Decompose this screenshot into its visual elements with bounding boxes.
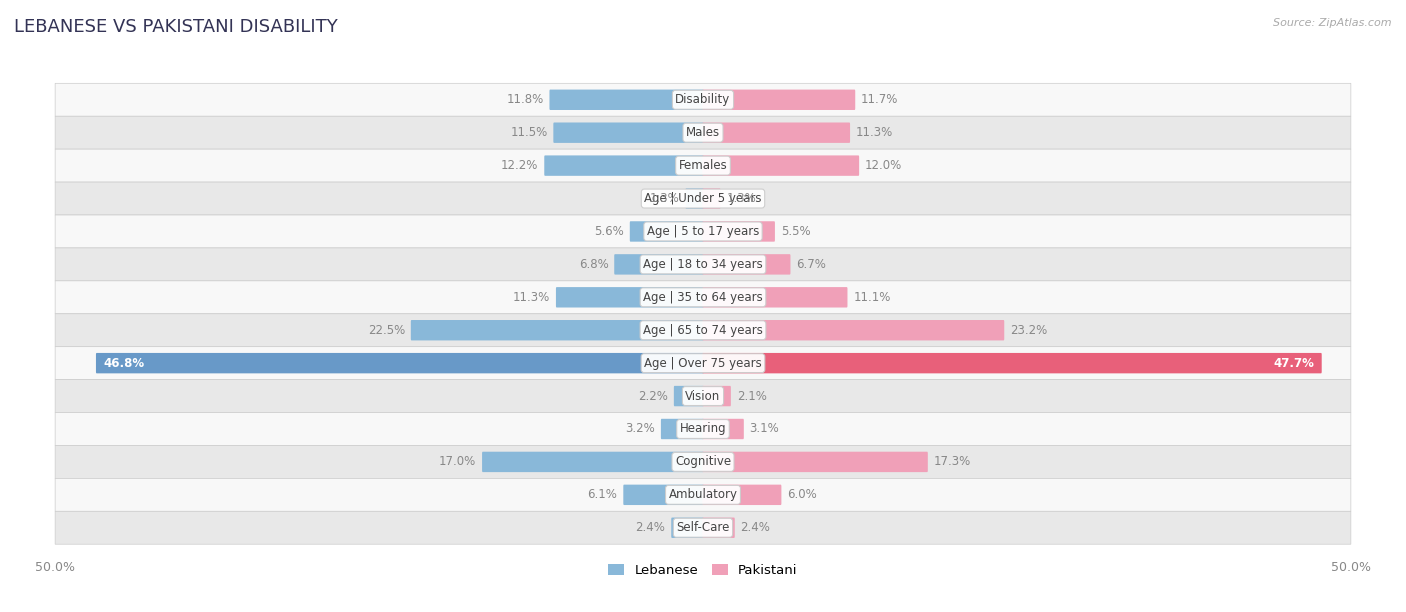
FancyBboxPatch shape [55,446,1351,479]
FancyBboxPatch shape [673,386,703,406]
FancyBboxPatch shape [555,287,703,307]
FancyBboxPatch shape [55,379,1351,412]
Text: 1.3%: 1.3% [727,192,756,205]
Legend: Lebanese, Pakistani: Lebanese, Pakistani [603,558,803,583]
FancyBboxPatch shape [703,222,775,242]
Text: 11.3%: 11.3% [513,291,550,304]
Text: 3.2%: 3.2% [626,422,655,436]
Text: 11.3%: 11.3% [856,126,893,139]
FancyBboxPatch shape [703,155,859,176]
FancyBboxPatch shape [671,518,703,538]
Text: Hearing: Hearing [679,422,727,436]
Text: Age | 35 to 64 years: Age | 35 to 64 years [643,291,763,304]
FancyBboxPatch shape [55,248,1351,281]
FancyBboxPatch shape [686,188,703,209]
Text: 22.5%: 22.5% [368,324,405,337]
FancyBboxPatch shape [482,452,703,472]
Text: 11.7%: 11.7% [860,93,898,106]
Text: 23.2%: 23.2% [1010,324,1047,337]
FancyBboxPatch shape [703,518,735,538]
FancyBboxPatch shape [614,254,703,275]
Text: 2.2%: 2.2% [638,390,668,403]
FancyBboxPatch shape [703,188,720,209]
Text: 17.0%: 17.0% [439,455,477,468]
Text: Age | Over 75 years: Age | Over 75 years [644,357,762,370]
Text: Age | Under 5 years: Age | Under 5 years [644,192,762,205]
FancyBboxPatch shape [703,287,848,307]
FancyBboxPatch shape [55,314,1351,346]
FancyBboxPatch shape [630,222,703,242]
FancyBboxPatch shape [703,452,928,472]
Text: 17.3%: 17.3% [934,455,972,468]
FancyBboxPatch shape [703,485,782,505]
FancyBboxPatch shape [544,155,703,176]
Text: Disability: Disability [675,93,731,106]
Text: 3.1%: 3.1% [749,422,779,436]
FancyBboxPatch shape [96,353,703,373]
Text: 6.0%: 6.0% [787,488,817,501]
Text: Males: Males [686,126,720,139]
Text: Age | 65 to 74 years: Age | 65 to 74 years [643,324,763,337]
Text: 11.1%: 11.1% [853,291,890,304]
FancyBboxPatch shape [55,479,1351,511]
Text: 5.5%: 5.5% [780,225,810,238]
FancyBboxPatch shape [554,122,703,143]
FancyBboxPatch shape [703,386,731,406]
FancyBboxPatch shape [411,320,703,340]
Text: Self-Care: Self-Care [676,521,730,534]
FancyBboxPatch shape [55,281,1351,314]
Text: 2.1%: 2.1% [737,390,766,403]
Text: Ambulatory: Ambulatory [668,488,738,501]
Text: 46.8%: 46.8% [103,357,145,370]
FancyBboxPatch shape [550,89,703,110]
Text: 12.0%: 12.0% [865,159,903,172]
Text: 11.8%: 11.8% [506,93,544,106]
FancyBboxPatch shape [55,511,1351,544]
Text: Age | 5 to 17 years: Age | 5 to 17 years [647,225,759,238]
FancyBboxPatch shape [703,419,744,439]
Text: 2.4%: 2.4% [741,521,770,534]
FancyBboxPatch shape [55,215,1351,248]
FancyBboxPatch shape [55,346,1351,379]
Text: LEBANESE VS PAKISTANI DISABILITY: LEBANESE VS PAKISTANI DISABILITY [14,18,337,36]
FancyBboxPatch shape [703,89,855,110]
Text: 11.5%: 11.5% [510,126,547,139]
FancyBboxPatch shape [703,320,1004,340]
FancyBboxPatch shape [703,353,1322,373]
Text: Cognitive: Cognitive [675,455,731,468]
FancyBboxPatch shape [55,412,1351,446]
FancyBboxPatch shape [703,254,790,275]
Text: Females: Females [679,159,727,172]
FancyBboxPatch shape [55,83,1351,116]
FancyBboxPatch shape [55,149,1351,182]
Text: 47.7%: 47.7% [1274,357,1315,370]
Text: Vision: Vision [685,390,721,403]
FancyBboxPatch shape [55,116,1351,149]
FancyBboxPatch shape [623,485,703,505]
FancyBboxPatch shape [661,419,703,439]
Text: 6.8%: 6.8% [579,258,609,271]
Text: 5.6%: 5.6% [595,225,624,238]
Text: 1.3%: 1.3% [650,192,679,205]
Text: Source: ZipAtlas.com: Source: ZipAtlas.com [1274,18,1392,28]
Text: 6.1%: 6.1% [588,488,617,501]
Text: 12.2%: 12.2% [501,159,538,172]
Text: Age | 18 to 34 years: Age | 18 to 34 years [643,258,763,271]
FancyBboxPatch shape [55,182,1351,215]
Text: 6.7%: 6.7% [796,258,827,271]
FancyBboxPatch shape [703,122,851,143]
Text: 2.4%: 2.4% [636,521,665,534]
